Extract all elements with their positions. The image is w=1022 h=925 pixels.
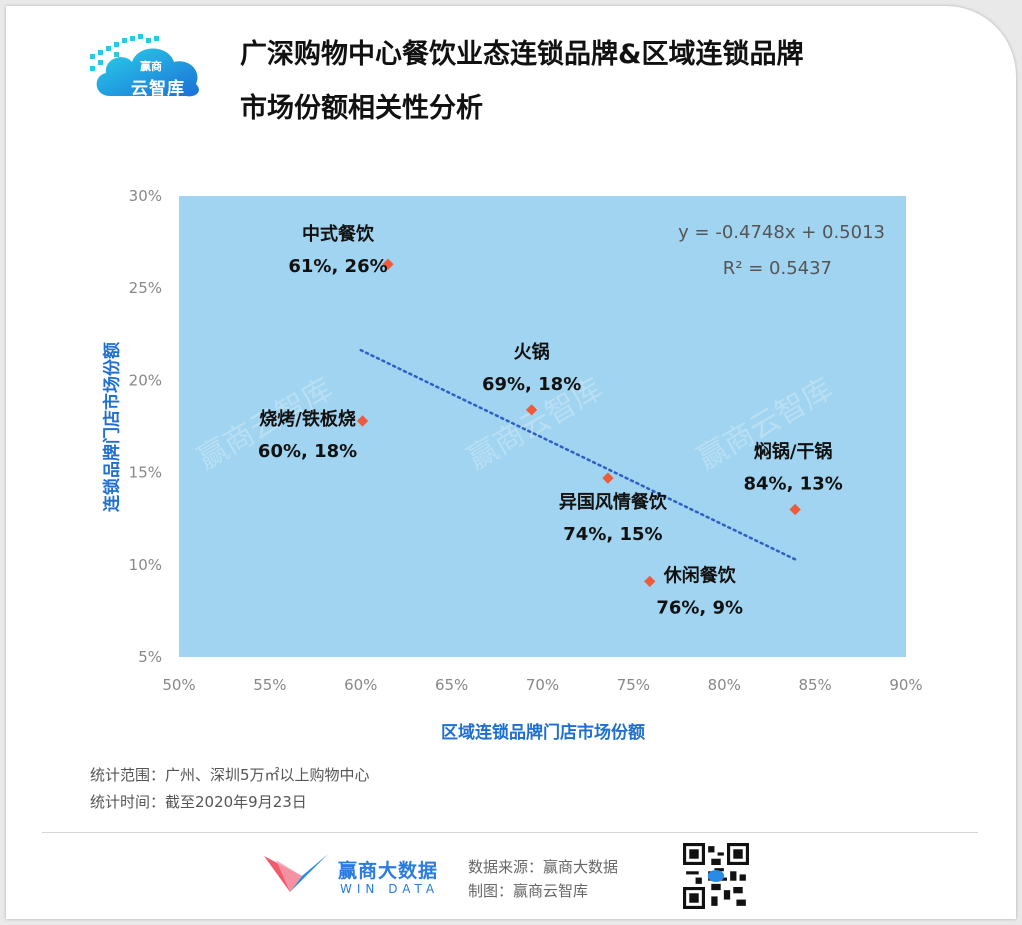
data-point-marker (644, 575, 656, 588)
data-point-name: 休闲餐饮 (663, 564, 737, 586)
data-point-value-label: 60%, 18% (258, 441, 357, 462)
logo-sub-text: 赢商 (140, 60, 162, 73)
stat-scope-note: 统计范围：广州、深圳5万㎡以上购物中心 (90, 766, 370, 784)
x-tick-label: 50% (162, 676, 195, 694)
brand-name: 赢商大数据 (338, 860, 439, 882)
trendline-equation: y = -0.4748x + 0.5013 (678, 222, 885, 243)
title-line-2: 市场份额相关性分析 (240, 93, 483, 124)
data-point-value-label: 69%, 18% (482, 374, 581, 395)
title-line-1: 广深购物中心餐饮业态连锁品牌&区域连锁品牌 (240, 39, 804, 70)
data-source: 数据来源：赢商大数据 (468, 858, 619, 876)
x-tick-label: 90% (889, 676, 922, 694)
data-point-value-label: 84%, 13% (743, 473, 842, 494)
data-point-value-label: 61%, 26% (288, 256, 387, 277)
page-title: 广深购物中心餐饮业态连锁品牌&区域连锁品牌 市场份额相关性分析 (240, 28, 940, 136)
data-point-name: 焖锅/干锅 (754, 440, 833, 462)
y-tick-label: 30% (129, 187, 162, 205)
data-point-value-label: 74%, 15% (563, 524, 662, 545)
trendline (359, 348, 799, 562)
cloud-logo-icon (90, 34, 199, 97)
x-tick-label: 60% (344, 676, 377, 694)
logo-text: 云智库 (131, 79, 185, 99)
y-tick-label: 15% (129, 464, 162, 482)
data-point-marker (356, 415, 369, 427)
r-squared: R² = 0.5437 (723, 258, 832, 279)
data-point-marker (382, 258, 394, 270)
x-axis-title: 区域连锁品牌门店市场份额 (441, 723, 645, 743)
divider (42, 832, 978, 833)
data-point-marker (789, 503, 801, 516)
y-tick-label: 25% (129, 279, 162, 297)
x-tick-label: 70% (526, 676, 559, 694)
stat-date-note: 统计时间：截至2020年9月23日 (90, 793, 307, 811)
x-tick-label: 55% (253, 676, 286, 694)
windata-logo-icon (264, 854, 328, 892)
x-tick-label: 65% (435, 676, 468, 694)
x-tick-label: 85% (798, 676, 831, 694)
y-tick-label: 5% (138, 648, 162, 666)
y-tick-label: 20% (129, 371, 162, 389)
x-tick-label: 80% (708, 676, 741, 694)
qr-code-icon (683, 843, 749, 909)
data-point-name: 异国风情餐饮 (559, 491, 668, 513)
data-point-marker (602, 472, 614, 484)
brand-name-en: WIN DATA (340, 882, 440, 896)
data-point-marker (525, 404, 538, 416)
y-axis-title: 连锁品牌门店市场份额 (102, 342, 123, 512)
data-point-name: 烧烤/铁板烧 (259, 408, 356, 430)
data-point-value-label: 76%, 9% (656, 597, 743, 618)
chart-maker: 制图：赢商云智库 (468, 882, 589, 900)
plot-area (179, 196, 906, 657)
y-tick-label: 10% (129, 556, 162, 574)
data-point-name: 中式餐饮 (302, 223, 375, 245)
x-tick-label: 75% (617, 676, 650, 694)
data-point-name: 火锅 (514, 341, 550, 363)
